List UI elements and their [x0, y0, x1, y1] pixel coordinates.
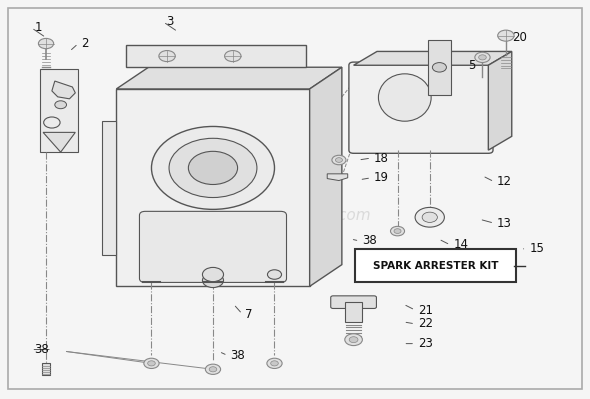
Circle shape — [394, 229, 401, 233]
Circle shape — [225, 51, 241, 61]
Text: 22: 22 — [418, 317, 433, 330]
Text: 13: 13 — [497, 217, 512, 230]
Polygon shape — [345, 302, 362, 322]
Circle shape — [415, 207, 444, 227]
Circle shape — [426, 256, 433, 261]
Polygon shape — [101, 120, 116, 255]
Circle shape — [394, 272, 401, 277]
Circle shape — [336, 158, 342, 162]
Circle shape — [202, 273, 224, 288]
Circle shape — [345, 334, 362, 346]
Text: 5: 5 — [468, 59, 475, 72]
Polygon shape — [310, 67, 342, 286]
Circle shape — [432, 63, 447, 72]
Text: eReplacementParts.com: eReplacementParts.com — [184, 208, 371, 223]
FancyBboxPatch shape — [428, 40, 451, 95]
Circle shape — [38, 38, 54, 49]
Circle shape — [475, 52, 490, 63]
Text: 21: 21 — [418, 304, 433, 316]
Circle shape — [55, 101, 67, 109]
Polygon shape — [40, 69, 78, 152]
Text: 38: 38 — [231, 349, 245, 362]
Circle shape — [422, 254, 437, 263]
Polygon shape — [126, 45, 306, 67]
Circle shape — [267, 270, 281, 279]
Text: 38: 38 — [34, 343, 49, 356]
Text: 20: 20 — [512, 31, 527, 44]
Polygon shape — [116, 67, 342, 89]
Circle shape — [188, 151, 238, 184]
Text: 3: 3 — [166, 15, 173, 28]
Circle shape — [422, 212, 437, 222]
Circle shape — [391, 270, 405, 279]
Text: 2: 2 — [81, 37, 88, 50]
Text: 12: 12 — [497, 175, 512, 188]
Text: 15: 15 — [529, 242, 544, 255]
Polygon shape — [489, 51, 512, 150]
Circle shape — [498, 30, 514, 41]
Circle shape — [152, 126, 274, 209]
Circle shape — [169, 138, 257, 198]
Text: 38: 38 — [362, 235, 377, 247]
FancyBboxPatch shape — [331, 296, 376, 308]
Circle shape — [209, 367, 217, 372]
Text: 7: 7 — [245, 308, 253, 320]
Text: SPARK ARRESTER KIT: SPARK ARRESTER KIT — [373, 261, 499, 271]
FancyBboxPatch shape — [355, 249, 516, 282]
Polygon shape — [353, 51, 512, 65]
Circle shape — [271, 361, 278, 366]
FancyBboxPatch shape — [349, 62, 493, 153]
Circle shape — [332, 155, 346, 165]
Text: 23: 23 — [418, 337, 433, 350]
Polygon shape — [43, 132, 76, 152]
Circle shape — [349, 337, 358, 343]
Text: 18: 18 — [374, 152, 389, 164]
Circle shape — [267, 358, 282, 369]
Circle shape — [159, 51, 175, 61]
Polygon shape — [327, 174, 348, 181]
Ellipse shape — [378, 74, 431, 121]
Text: 19: 19 — [374, 171, 389, 184]
Circle shape — [202, 267, 224, 282]
FancyBboxPatch shape — [116, 89, 310, 286]
FancyBboxPatch shape — [42, 363, 50, 375]
Circle shape — [144, 358, 159, 369]
Circle shape — [478, 55, 486, 60]
Text: 14: 14 — [453, 239, 468, 251]
Polygon shape — [52, 81, 76, 99]
Circle shape — [148, 361, 155, 366]
Circle shape — [391, 226, 405, 236]
FancyBboxPatch shape — [139, 211, 287, 282]
Text: 1: 1 — [34, 21, 42, 34]
Circle shape — [205, 364, 221, 374]
